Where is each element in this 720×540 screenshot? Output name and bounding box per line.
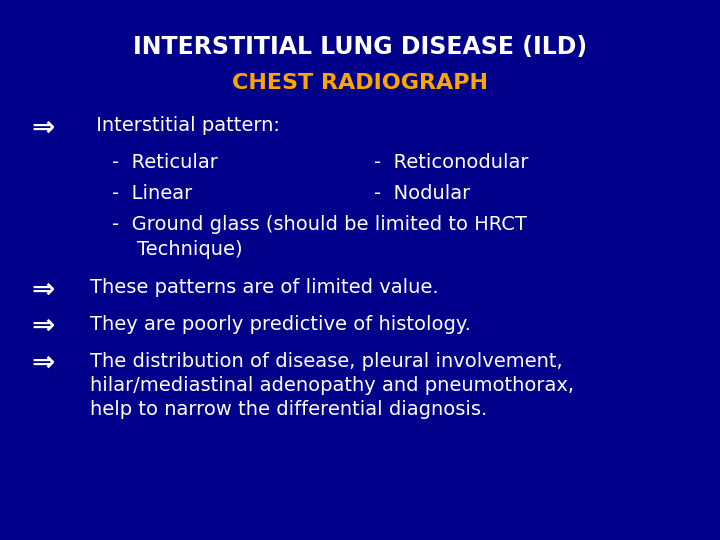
Text: ⇒: ⇒ [32, 312, 55, 340]
Text: Interstitial pattern:: Interstitial pattern: [90, 116, 280, 135]
Text: -  Nodular: - Nodular [374, 184, 471, 203]
Text: These patterns are of limited value.: These patterns are of limited value. [90, 278, 438, 297]
Text: INTERSTITIAL LUNG DISEASE (ILD): INTERSTITIAL LUNG DISEASE (ILD) [133, 35, 587, 59]
Text: They are poorly predictive of histology.: They are poorly predictive of histology. [90, 315, 471, 334]
Text: -  Reticonodular: - Reticonodular [374, 153, 529, 172]
Text: The distribution of disease, pleural involvement,
hilar/mediastinal adenopathy a: The distribution of disease, pleural inv… [90, 352, 574, 419]
Text: ⇒: ⇒ [32, 349, 55, 377]
Text: CHEST RADIOGRAPH: CHEST RADIOGRAPH [232, 73, 488, 93]
Text: ⇒: ⇒ [32, 113, 55, 141]
Text: -  Linear: - Linear [112, 184, 192, 203]
Text: ⇒: ⇒ [32, 275, 55, 303]
Text: -  Ground glass (should be limited to HRCT
    Technique): - Ground glass (should be limited to HRC… [112, 215, 526, 259]
Text: -  Reticular: - Reticular [112, 153, 217, 172]
